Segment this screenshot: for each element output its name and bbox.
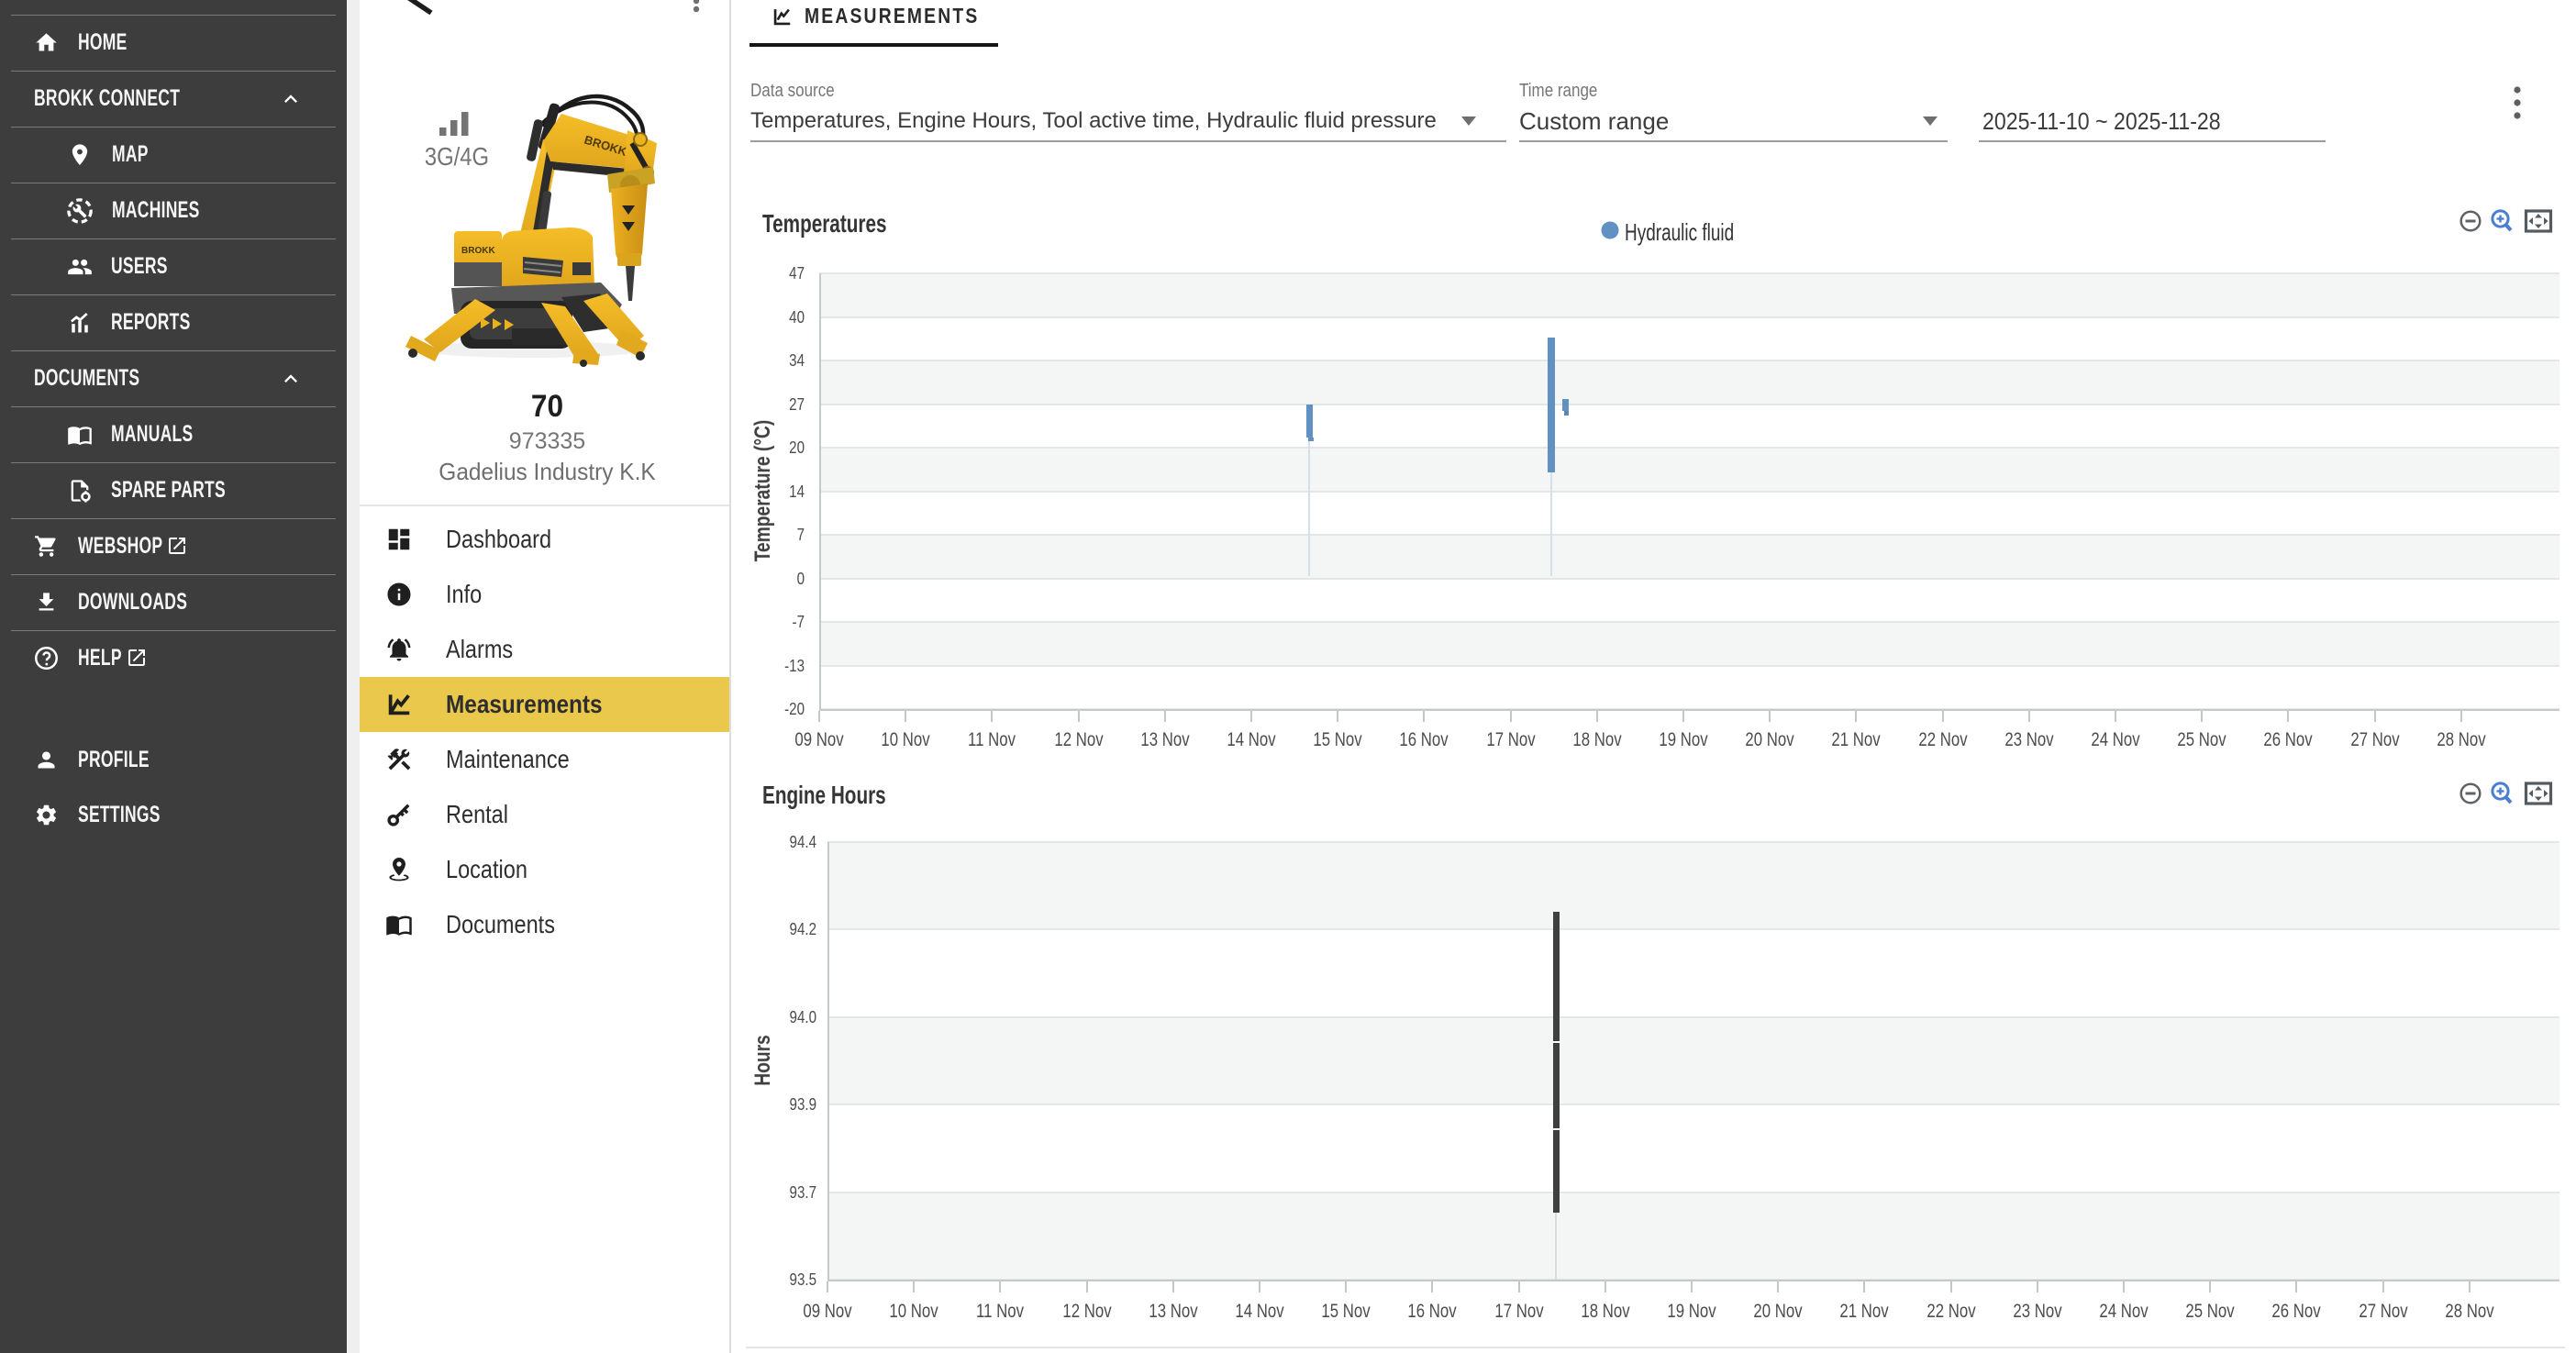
svg-text:BROKK: BROKK: [461, 246, 495, 256]
